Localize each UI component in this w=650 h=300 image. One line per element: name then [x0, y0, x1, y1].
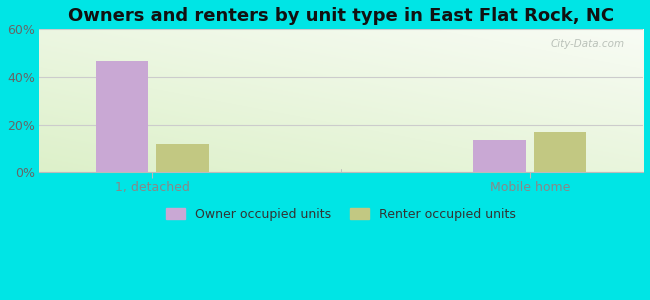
Bar	[473, 140, 526, 172]
Legend: Owner occupied units, Renter occupied units: Owner occupied units, Renter occupied un…	[161, 203, 521, 226]
Bar	[156, 144, 209, 172]
Text: City-Data.com: City-Data.com	[551, 39, 625, 49]
Bar	[96, 61, 148, 172]
Title: Owners and renters by unit type in East Flat Rock, NC: Owners and renters by unit type in East …	[68, 7, 614, 25]
Bar	[534, 132, 586, 172]
